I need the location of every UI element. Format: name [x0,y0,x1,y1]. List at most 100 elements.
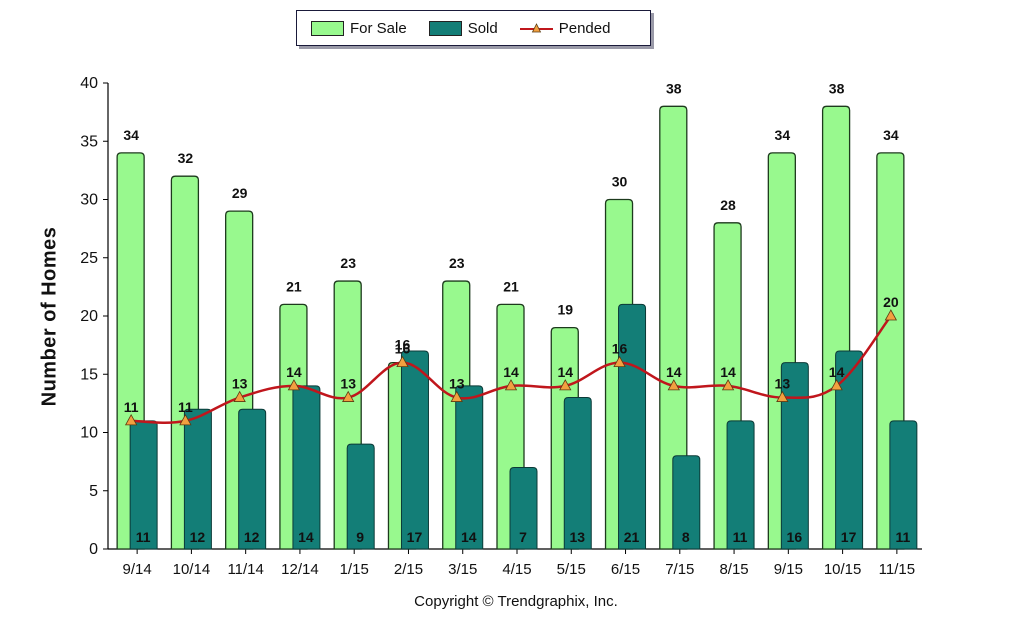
data-label-sold: 13 [569,529,585,545]
x-tick-label: 9/14 [123,561,152,578]
data-label-pended: 14 [503,364,519,380]
bar-sold [780,362,809,550]
bar-sold [455,385,484,550]
y-axis-label: Number of Homes [38,226,61,407]
x-tick-label: 2/15 [394,561,423,578]
bar-sold [292,385,321,550]
x-tick-label: 10/15 [824,561,862,578]
marker-pended [721,379,735,391]
y-tick-label: 40 [80,75,98,92]
data-label-for-sale: 21 [286,278,302,294]
y-tick-label: 5 [89,483,98,500]
bar-sold [835,350,864,550]
data-label-sold: 17 [407,529,423,545]
x-tick-label: 3/15 [448,561,477,578]
legend-label-for-sale: For Sale [350,19,407,37]
x-tick-label: 4/15 [502,561,531,578]
legend-item-for-sale: For Sale [311,20,407,37]
bar-sold [618,303,647,550]
marker-pended [396,355,409,368]
bar-sold [726,420,755,550]
data-label-pended: 14 [829,364,845,380]
legend: For Sale Sold Pended [296,10,651,46]
data-label-sold: 9 [356,529,364,545]
legend-item-sold: Sold [428,19,498,37]
data-label-sold: 11 [733,529,748,545]
y-tick-label: 15 [80,366,98,383]
data-label-pended: 11 [124,399,139,415]
data-label-for-sale: 38 [829,80,845,96]
marker-pended [179,414,192,426]
x-tick-label: 11/14 [227,561,263,578]
data-label-pended: 16 [612,341,628,357]
data-label-pended: 13 [232,376,248,392]
bar-for-sale [659,105,688,550]
data-label-pended: 13 [340,376,356,392]
legend-swatch-pended [519,21,553,36]
marker-pended [559,379,572,391]
marker-pended [233,390,246,402]
y-tick-label: 20 [80,308,98,325]
data-label-pended: 13 [449,376,465,392]
legend-item-pended: Pended [519,20,610,37]
data-label-for-sale: 28 [720,197,736,213]
marker-pended [776,390,789,402]
bar-sold [400,350,429,550]
data-label-for-sale: 30 [612,174,628,190]
y-tick-label: 10 [80,425,98,442]
bar-sold [563,397,592,550]
x-tick-label: 1/15 [340,561,369,578]
y-tick-label: 35 [80,133,98,150]
bar-sold [889,420,918,550]
x-tick-label: 10/14 [173,561,211,578]
data-label-pended: 14 [720,364,736,380]
x-tick-label: 5/15 [557,561,586,578]
x-tick-label: 6/15 [611,561,640,578]
x-tick-label: 7/15 [665,561,694,578]
bar-sold [346,443,375,550]
data-label-sold: 14 [461,529,477,545]
data-label-for-sale: 23 [340,255,356,271]
marker-pended [124,414,138,426]
bar-sold [183,408,212,550]
data-label-pended: 11 [178,399,193,415]
bar-sold [509,466,538,550]
data-label-for-sale: 19 [557,302,573,318]
legend-swatch-sold [428,20,462,36]
data-label-pended: 14 [286,364,302,380]
marker-pended [504,379,518,391]
data-label-sold: 17 [841,529,857,545]
marker-pended [830,379,843,391]
bar-sold [238,408,267,550]
marker-pended [342,390,355,402]
data-label-sold: 21 [624,529,640,545]
x-tick-label: 11/15 [879,561,915,578]
data-label-for-sale: 34 [775,127,791,143]
data-label-for-sale: 23 [449,255,465,271]
legend-label-sold: Sold [467,19,498,37]
data-label-pended: 20 [883,294,899,310]
x-tick-label: 9/15 [774,561,803,578]
data-label-sold: 11 [136,529,151,545]
marker-pended [884,309,898,321]
data-label-sold: 12 [190,529,206,545]
copyright: Copyright © Trendgraphix, Inc. [414,593,618,610]
x-tick-label: 8/15 [719,561,748,578]
data-label-sold: 14 [298,529,314,545]
bar-sold [672,455,701,550]
y-tick-label: 0 [89,541,98,558]
data-label-for-sale: 38 [666,80,682,96]
data-label-for-sale: 16 [395,337,411,353]
data-label-sold: 11 [895,529,910,545]
data-label-sold: 7 [519,529,527,545]
data-label-for-sale: 34 [883,127,899,143]
data-label-sold: 12 [244,529,260,545]
data-label-pended: 14 [557,364,573,380]
data-label-for-sale: 29 [232,185,248,201]
marker-pended [287,379,301,391]
y-tick-label: 25 [80,250,98,267]
data-label-sold: 16 [787,529,803,545]
data-label-sold: 8 [682,529,690,545]
data-label-pended: 16 [395,341,411,357]
